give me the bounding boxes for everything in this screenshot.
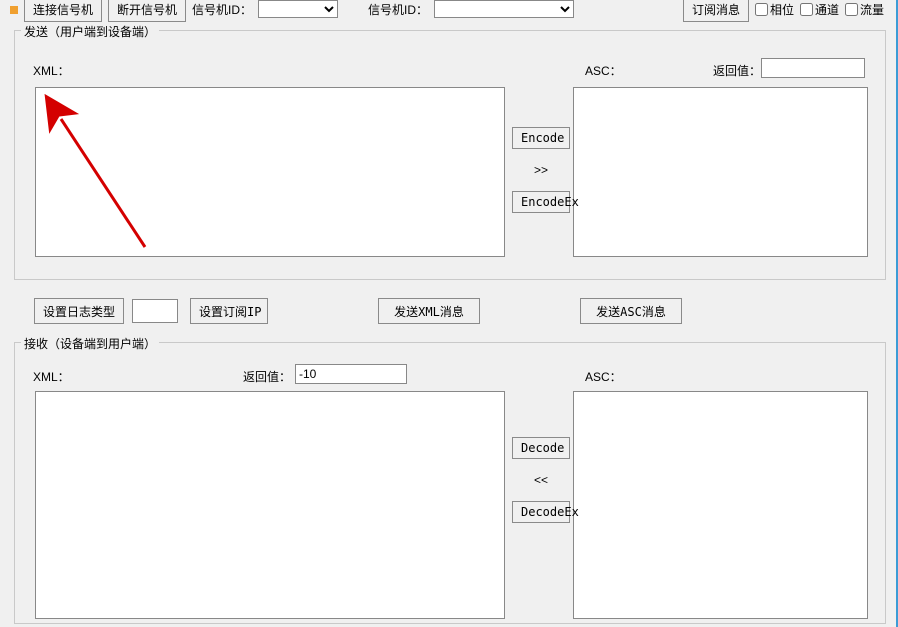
phase-checkbox-label: 相位 — [770, 1, 794, 18]
recv-group: 接收（设备端到用户端） XML： 返回值： ASC： Decode << Dec… — [14, 342, 886, 624]
send-group: 发送（用户端到设备端） XML： ASC： 返回值： Encode >> Enc… — [14, 30, 886, 280]
send-xml-textarea[interactable] — [35, 87, 505, 257]
decode-button[interactable]: Decode — [512, 437, 570, 459]
signal-id-combo-1[interactable] — [258, 0, 338, 18]
encode-arrows-icon: >> — [534, 163, 548, 177]
signal-id-combo-2[interactable] — [434, 0, 574, 18]
connect-button[interactable]: 连接信号机 — [24, 0, 102, 22]
send-asc-button[interactable]: 发送ASC消息 — [580, 298, 682, 324]
disconnect-button[interactable]: 断开信号机 — [108, 0, 186, 22]
recv-asc-textarea[interactable] — [573, 391, 868, 619]
encode-button[interactable]: Encode — [512, 127, 570, 149]
send-return-input[interactable] — [761, 58, 865, 78]
phase-checkbox[interactable]: 相位 — [755, 1, 794, 18]
signal-id-label-2: 信号机ID： — [368, 1, 428, 18]
subscribe-button[interactable]: 订阅消息 — [683, 0, 749, 22]
send-asc-textarea[interactable] — [573, 87, 868, 257]
top-toolbar: 连接信号机 断开信号机 信号机ID： 信号机ID： 订阅消息 相位 通道 流量 — [14, 0, 884, 18]
signal-id-label-1: 信号机ID： — [192, 1, 252, 18]
send-xml-label: XML： — [33, 62, 70, 79]
send-xml-button[interactable]: 发送XML消息 — [378, 298, 480, 324]
decodeex-button[interactable]: DecodeEx — [512, 501, 570, 523]
recv-asc-label: ASC： — [585, 368, 622, 385]
set-subscribe-ip-button[interactable]: 设置订阅IP — [190, 298, 268, 324]
channel-checkbox[interactable]: 通道 — [800, 1, 839, 18]
status-indicator-icon — [10, 6, 18, 14]
flow-checkbox[interactable]: 流量 — [845, 1, 884, 18]
recv-return-label: 返回值： — [243, 368, 291, 385]
encodeex-button[interactable]: EncodeEx — [512, 191, 570, 213]
set-log-type-button[interactable]: 设置日志类型 — [34, 298, 124, 324]
send-asc-label: ASC： — [585, 62, 622, 79]
recv-xml-textarea[interactable] — [35, 391, 505, 619]
send-group-title: 发送（用户端到设备端） — [21, 23, 159, 40]
send-return-label: 返回值： — [713, 62, 761, 79]
recv-group-title: 接收（设备端到用户端） — [21, 335, 159, 352]
channel-checkbox-label: 通道 — [815, 1, 839, 18]
decode-arrows-icon: << — [534, 473, 548, 487]
recv-return-input[interactable] — [295, 364, 407, 384]
recv-xml-label: XML： — [33, 368, 70, 385]
log-type-input[interactable] — [132, 299, 178, 323]
flow-checkbox-label: 流量 — [860, 1, 884, 18]
